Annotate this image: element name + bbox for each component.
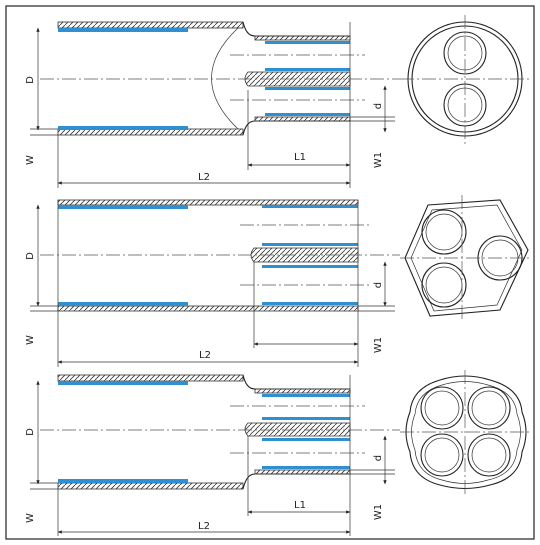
- finger-liner: [265, 68, 350, 71]
- finger-liner: [262, 417, 350, 420]
- end-view-four-core: [400, 370, 532, 495]
- finger-wall: [254, 116, 351, 122]
- finger-wall: [254, 35, 351, 41]
- liner-bottom: [58, 126, 188, 130]
- finger-liner: [262, 265, 358, 268]
- crotch-curve: [211, 27, 239, 130]
- finger-separator: [244, 71, 351, 87]
- liner-bottom: [58, 302, 188, 306]
- finger-liner: [262, 438, 350, 441]
- dim-W1: W1: [373, 152, 384, 168]
- liner-bottom: [58, 479, 188, 483]
- dim-W: W: [25, 335, 36, 345]
- finger-liner: [262, 466, 350, 469]
- dim-d: d: [373, 455, 384, 461]
- body-wall-top: [57, 199, 359, 206]
- dim-W1: W1: [373, 504, 384, 520]
- dim-D: D: [25, 428, 36, 436]
- dim-W1: W1: [373, 337, 384, 353]
- drawing-frame: [5, 5, 535, 540]
- dim-L2: L2: [198, 521, 210, 532]
- finger-liner: [262, 243, 358, 246]
- dim-L2: L2: [199, 350, 211, 361]
- liner-top: [58, 205, 188, 209]
- dim-D: D: [25, 76, 36, 84]
- row-four-core: D W L2 L1 d W1: [25, 370, 532, 536]
- dim-W: W: [25, 513, 36, 523]
- finger-liner: [265, 87, 350, 90]
- body-wall-top: [57, 21, 244, 29]
- finger-liner: [262, 302, 358, 305]
- finger-separator: [244, 422, 351, 437]
- liner-top: [58, 381, 188, 385]
- end-view-two-core: [400, 15, 530, 145]
- end-view-three-core: [400, 195, 532, 322]
- dim-W: W: [25, 155, 36, 165]
- dim-d: d: [373, 103, 384, 109]
- dim-L1: L1: [294, 500, 306, 511]
- dim-D: D: [25, 252, 36, 260]
- row-three-core: D W L2 d W1: [25, 195, 532, 367]
- finger-liner: [265, 41, 350, 44]
- body-wall-bottom: [57, 482, 244, 490]
- body-wall-bottom: [57, 305, 359, 312]
- finger-liner: [262, 394, 350, 397]
- finger-liner: [265, 113, 350, 116]
- dim-d: d: [373, 282, 384, 288]
- liner-top: [58, 28, 188, 32]
- finger-wall: [254, 388, 351, 394]
- dim-L2: L2: [198, 172, 210, 183]
- finger-liner: [262, 205, 358, 208]
- body-wall-top: [57, 374, 244, 382]
- row-two-core: D W L2 L1 d W1: [25, 15, 530, 188]
- finger-wall: [254, 469, 351, 475]
- dim-L1: L1: [294, 152, 306, 163]
